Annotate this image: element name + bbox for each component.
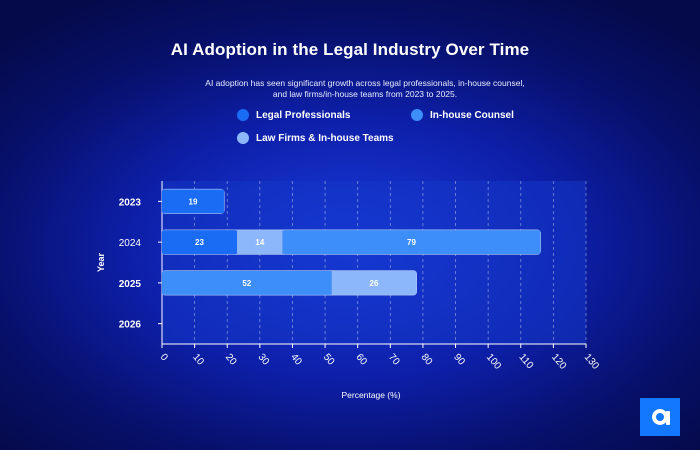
x-tick-label: 100: [484, 352, 503, 372]
legend-label-inhouse-counsel: In-house Counsel: [430, 109, 514, 121]
legend-label-legal-professionals: Legal Professionals: [256, 109, 351, 121]
plot-area: [162, 181, 586, 344]
bar-value-label: 14: [255, 238, 264, 247]
x-tick-label: 50: [321, 352, 337, 368]
bar-segment: [162, 270, 332, 295]
x-axis-label: Percentage (%): [341, 390, 400, 400]
y-tick-label: 2023: [119, 197, 142, 208]
x-tick-label: 130: [582, 352, 601, 372]
chart-title: AI Adoption in the Legal Industry Over T…: [170, 40, 530, 59]
x-tick-label: 110: [516, 352, 535, 372]
x-tick-label: 10: [190, 352, 206, 368]
chart-subtitle: AI adoption has seen significant growth …: [205, 78, 525, 99]
legend-swatch-legal-professionals: [237, 109, 249, 121]
legend-item-legal-professionals: Legal Professionals: [237, 109, 350, 121]
legend-label-law-firms: Law Firms & In-house Teams: [256, 132, 394, 144]
bar-segment: [282, 230, 541, 255]
legend-item-inhouse-counsel: In-house Counsel: [411, 109, 514, 121]
x-tick-label: 40: [288, 352, 304, 368]
y-axis-label: Year: [96, 252, 106, 272]
bar-value-label: 19: [189, 197, 198, 206]
y-tick-label: 2026: [119, 320, 142, 331]
x-tick-label: 20: [223, 352, 239, 368]
bar-segment: [237, 230, 283, 255]
y-tick-label: 2024: [119, 238, 142, 249]
x-tick-label: 60: [353, 352, 369, 368]
x-tick-label: 70: [386, 352, 402, 368]
bar-value-label: 26: [370, 279, 379, 288]
brand-a-logo-icon: [640, 398, 680, 436]
bar-value-label: 79: [407, 238, 416, 247]
y-tick-label: 2025: [119, 279, 142, 290]
x-tick-label: 30: [256, 352, 272, 368]
x-tick-label: 0: [158, 352, 170, 364]
x-tick-label: 80: [419, 352, 435, 368]
bar-segment: [162, 230, 238, 255]
legend-item-law-firms: Law Firms & In-house Teams: [237, 132, 394, 144]
bar-segment: [331, 270, 417, 295]
bar-segment: [162, 189, 224, 214]
legend-swatch-inhouse-counsel: [411, 109, 423, 121]
bar-value-label: 52: [242, 279, 251, 288]
x-tick-label: 120: [549, 352, 568, 372]
x-tick-label: 90: [451, 352, 467, 368]
legend-swatch-law-firms: [237, 132, 249, 144]
bar-value-label: 23: [195, 238, 204, 247]
